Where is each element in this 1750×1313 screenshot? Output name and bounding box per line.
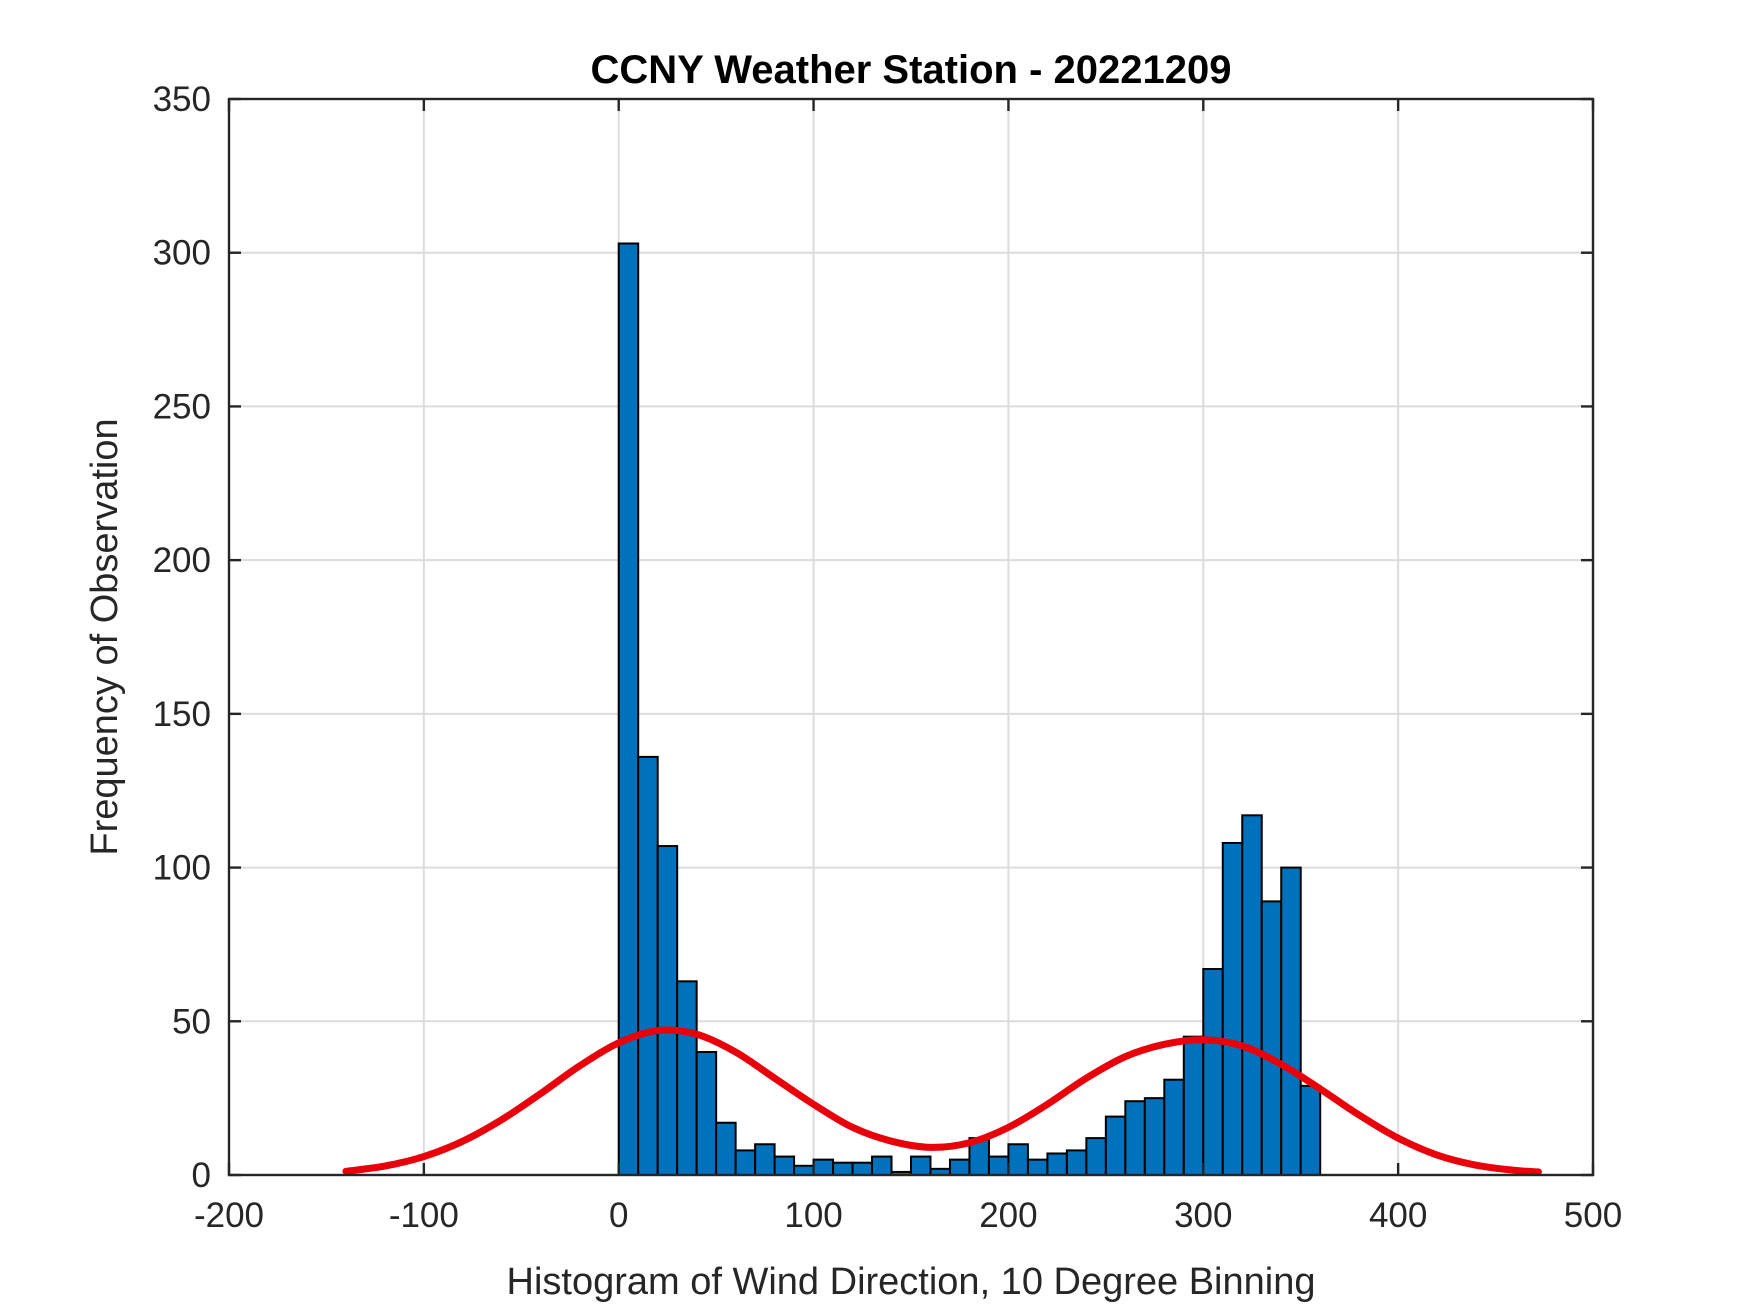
histogram-bar (948, 1158, 971, 1176)
chart-title: CCNY Weather Station - 20221209 (591, 48, 1232, 92)
histogram-bar (910, 1155, 932, 1177)
histogram-bar (773, 1155, 796, 1177)
y-tick-label: 300 (153, 234, 211, 273)
y-tick-label: 350 (153, 80, 211, 119)
histogram-bar (871, 1155, 893, 1177)
histogram-bar (656, 845, 679, 1177)
y-tick-label: 200 (153, 541, 211, 580)
plot-frame (227, 97, 1595, 1177)
y-tick-label: 50 (172, 1002, 211, 1041)
y-tick-label: 0 (192, 1156, 211, 1195)
histogram-bar (1260, 900, 1283, 1176)
histogram-bar (987, 1155, 1010, 1177)
histogram-bar (676, 980, 698, 1176)
histogram-bar (1202, 968, 1224, 1176)
histogram-bar (1221, 841, 1244, 1177)
histogram-bar (1065, 1149, 1088, 1177)
histogram-bar (1046, 1152, 1068, 1176)
x-tick-label: 200 (979, 1196, 1037, 1235)
histogram-bar (1280, 866, 1302, 1176)
x-tick-label: 500 (1564, 1196, 1622, 1235)
fit-curve-layer (342, 1026, 1542, 1176)
histogram-bar (1241, 814, 1263, 1177)
histogram-bar (793, 1164, 815, 1176)
histogram-bar (851, 1161, 874, 1177)
histogram-bar (734, 1149, 757, 1177)
histogram-bar (637, 755, 659, 1176)
histogram-bar (754, 1143, 776, 1177)
histogram-bar (1007, 1143, 1029, 1177)
histogram-bar (1026, 1158, 1049, 1176)
y-tick-label: 250 (153, 387, 211, 426)
histogram-bar (1104, 1115, 1127, 1177)
histogram-bar (812, 1158, 835, 1176)
histogram-bar (715, 1121, 737, 1177)
histogram-bar (1085, 1137, 1107, 1176)
y-axis-title: Frequency of Observation (84, 418, 126, 855)
x-axis-title: Histogram of Wind Direction, 10 Degree B… (507, 1261, 1316, 1303)
histogram-bar (1182, 1035, 1205, 1176)
x-tick-labels: -200 -100 0 100 200 300 400 500 (194, 1196, 1622, 1235)
histogram-bar (1143, 1097, 1166, 1176)
histogram-bar (1299, 1084, 1322, 1176)
histogram-bar (832, 1161, 854, 1177)
x-tick-label: 400 (1369, 1196, 1427, 1235)
x-tick-label: 300 (1174, 1196, 1232, 1235)
histogram-bar (695, 1051, 718, 1176)
fit-curve (342, 1026, 1542, 1176)
y-tick-labels: 0 50 100 150 200 250 300 350 (153, 80, 211, 1195)
x-tick-label: -200 (194, 1196, 264, 1235)
y-tick-label: 100 (153, 849, 211, 888)
x-tick-label: 100 (784, 1196, 842, 1235)
x-tick-label: -100 (389, 1196, 459, 1235)
histogram-bar (1124, 1100, 1146, 1177)
x-tick-label: 0 (609, 1196, 628, 1235)
y-tick-label: 150 (153, 695, 211, 734)
plot-area (229, 99, 1593, 1175)
axis-ticks (227, 97, 1595, 1177)
histogram-bar (1163, 1078, 1185, 1176)
